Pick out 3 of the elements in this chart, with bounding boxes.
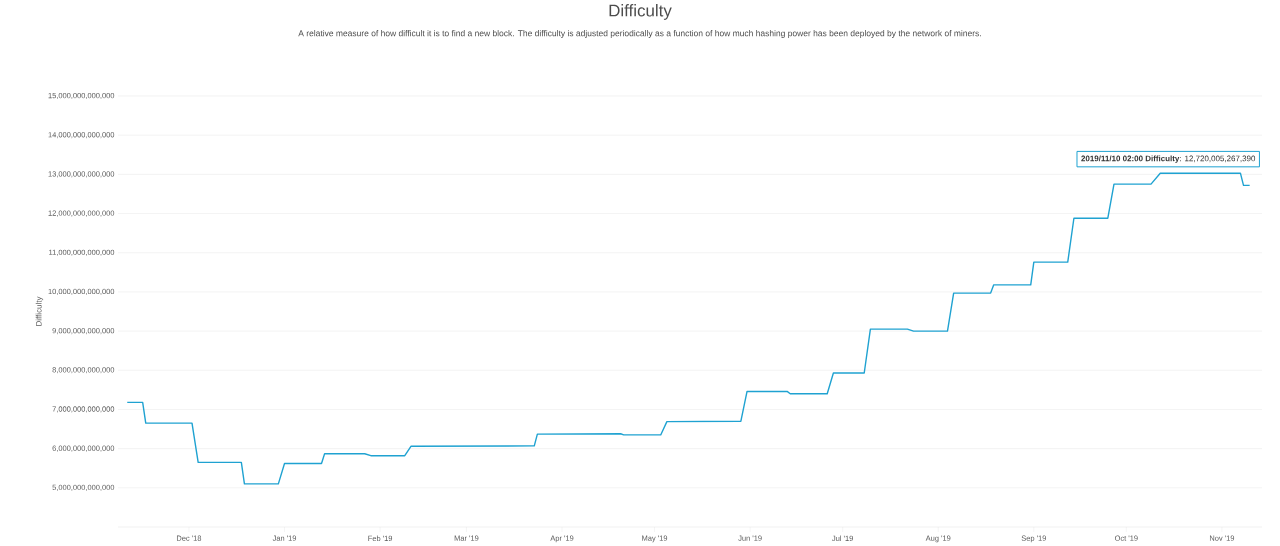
line-series (126, 172, 1251, 485)
chart-subtitle: A relative measure of how difficult it is to find a new block. The difficulty is adjusted periodically as a function of how much hashing power has been deployed by the network of miners. (298, 30, 981, 38)
chart-title: Difficulty (609, 4, 672, 20)
